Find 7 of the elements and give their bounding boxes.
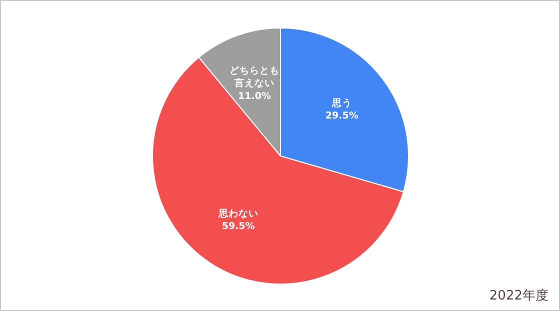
- data-label: 59.5%: [222, 221, 256, 232]
- slice-label: 思わない: [217, 207, 258, 220]
- text: 2022年度: [489, 288, 549, 304]
- slice-label: 思う: [330, 97, 352, 110]
- slice-label: どちらとも言えない: [229, 66, 280, 90]
- data-label: 11.0%: [238, 90, 272, 102]
- data-label: 29.5%: [325, 110, 359, 122]
